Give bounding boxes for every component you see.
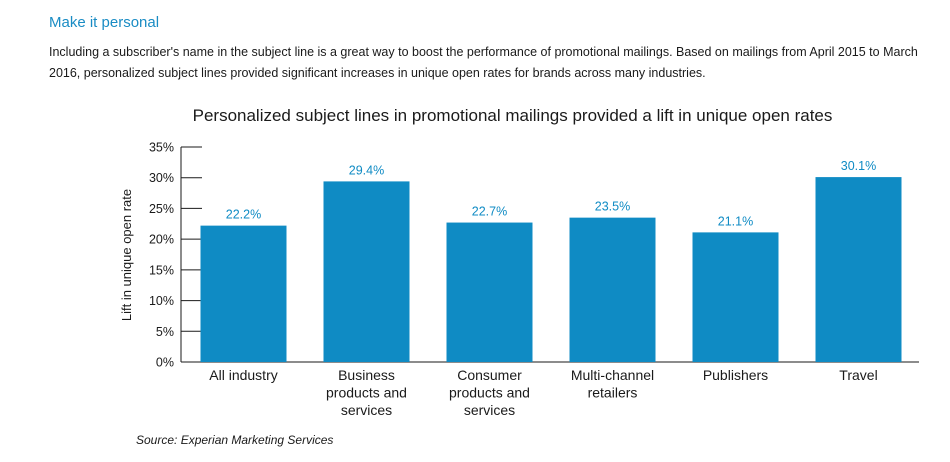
x-tick-label-line: Publishers	[703, 367, 768, 383]
bar-value-label: 29.4%	[349, 163, 384, 177]
x-tick-label-line: Business	[338, 367, 395, 383]
x-tick-label-line: Travel	[839, 367, 877, 383]
bar-value-label: 23.5%	[595, 200, 630, 214]
bar-value-label: 22.7%	[472, 205, 507, 219]
x-tick-label: Business products and services	[326, 367, 407, 418]
y-tick-label: 35%	[149, 141, 174, 155]
y-tick-label: 10%	[149, 294, 174, 308]
bar	[323, 181, 410, 362]
intro-paragraph: Including a subscriber's name in the sub…	[49, 45, 918, 80]
bar	[569, 217, 656, 362]
y-tick-label: 15%	[149, 263, 174, 277]
bar	[200, 225, 287, 362]
x-tick-label: All industry	[209, 367, 277, 383]
source-note: Source: Experian Marketing Services	[136, 433, 334, 447]
bar-value-label: 30.1%	[841, 159, 876, 173]
bar-value-label: 22.2%	[226, 208, 261, 222]
y-tick-label: 5%	[156, 325, 174, 339]
x-tick-label: Multi-channel retailers	[571, 367, 654, 401]
chart-title: Personalized subject lines in promotiona…	[192, 106, 833, 125]
x-tick-label-line: products and	[326, 385, 407, 401]
x-tick-label-line: services	[341, 402, 392, 418]
y-tick-label: 20%	[149, 233, 174, 247]
x-tick-label-line: products and	[449, 385, 530, 401]
x-tick-label: Travel	[839, 367, 877, 383]
x-tick-label-line: retailers	[588, 385, 638, 401]
x-tick-label-line: services	[464, 402, 515, 418]
section-heading: Make it personal	[49, 14, 160, 31]
x-tick-label-line: Multi-channel	[571, 367, 654, 383]
x-tick-label: Consumer products and services	[449, 367, 530, 418]
y-axis-label: Lift in unique open rate	[119, 189, 134, 321]
bar	[815, 177, 902, 362]
x-tick-label-line: All industry	[209, 367, 277, 383]
bar	[692, 232, 779, 362]
y-tick-label: 30%	[149, 171, 174, 185]
y-tick-label: 0%	[156, 356, 174, 370]
x-tick-label: Publishers	[703, 367, 768, 383]
x-tick-label-line: Consumer	[457, 367, 522, 383]
bar	[446, 222, 533, 362]
y-tick-label: 25%	[149, 202, 174, 216]
bar-value-label: 21.1%	[718, 214, 753, 228]
